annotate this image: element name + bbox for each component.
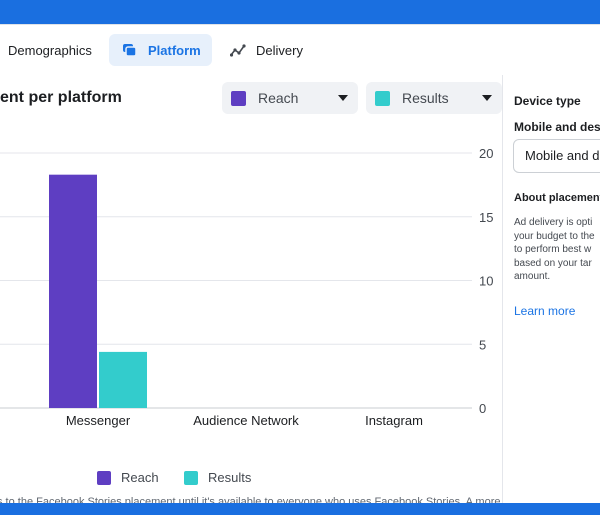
legend-swatch xyxy=(184,470,198,485)
platform-chart-card: ent per platform Reach Results 20 15 10 5 0 … xyxy=(0,75,502,504)
device-type-heading: Device type xyxy=(514,94,581,108)
caret-down-icon xyxy=(482,95,492,101)
tab-demographics[interactable]: Demographics xyxy=(8,34,102,66)
body-line: based on your tar xyxy=(514,257,592,269)
tab-label: Platform xyxy=(148,42,201,58)
tab-label: Demographics xyxy=(8,42,92,58)
about-placements-title: About placement xyxy=(514,192,600,204)
legend-item-results[interactable]: Results xyxy=(184,470,251,485)
placement-footnote: s to the Facebook Stories placement unti… xyxy=(0,495,502,504)
legend-swatch xyxy=(97,470,111,485)
bar-chart: 20 15 10 5 0 Messenger Audience Network Instag… xyxy=(0,146,493,428)
breakdown-tabs: Demographics Platform Deliv xyxy=(0,25,600,75)
tab-delivery[interactable]: Delivery xyxy=(229,34,313,66)
legend-label: Reach xyxy=(121,470,159,485)
bar-results-messenger[interactable] xyxy=(99,351,147,408)
x-category-label: Instagram xyxy=(365,413,423,428)
tab-label: Delivery xyxy=(256,42,303,58)
select-label: Results xyxy=(402,90,449,106)
results-swatch xyxy=(375,90,390,106)
reach-swatch xyxy=(231,90,246,106)
platform-icon xyxy=(122,42,138,58)
body-line: your budget to the xyxy=(514,230,595,242)
x-category-label: Messenger xyxy=(66,413,131,428)
tab-platform[interactable]: Platform xyxy=(109,34,212,66)
device-type-subheading: Mobile and des xyxy=(514,120,600,134)
delivery-icon xyxy=(229,42,246,58)
legend-label: Results xyxy=(208,470,252,485)
panel-divider xyxy=(502,75,503,504)
y-tick-label: 0 xyxy=(479,401,486,416)
top-window-edge xyxy=(0,0,600,24)
bottom-window-edge xyxy=(0,503,600,515)
device-type-select[interactable]: Mobile and de xyxy=(513,139,600,173)
device-side-panel: Device type Mobile and des Mobile and de… xyxy=(503,75,600,504)
legend-item-reach[interactable]: Reach xyxy=(97,470,159,485)
select-label: Reach xyxy=(258,90,299,106)
learn-more-link[interactable]: Learn more xyxy=(514,304,576,318)
chart-title: ent per platform xyxy=(0,89,122,106)
bar-reach-messenger[interactable] xyxy=(49,174,97,408)
about-placements-text: Ad delivery is opti your budget to the t… xyxy=(514,216,600,284)
y-tick-label: 20 xyxy=(479,146,493,161)
y-tick-label: 10 xyxy=(479,274,493,289)
y-tick-label: 15 xyxy=(479,210,493,225)
body-line: amount. xyxy=(514,271,551,282)
metric-select-reach[interactable]: Reach xyxy=(222,82,358,114)
footnote-line: s to the Facebook Stories placement unti… xyxy=(0,496,501,504)
y-tick-label: 5 xyxy=(479,337,486,352)
metric-select-results[interactable]: Results xyxy=(366,82,502,114)
report-window: Demographics Platform Deliv xyxy=(0,24,600,504)
x-category-label: Audience Network xyxy=(193,413,299,428)
body-line: Ad delivery is opti xyxy=(514,217,593,228)
body-line: to perform best w xyxy=(514,244,592,255)
caret-down-icon xyxy=(338,95,348,101)
